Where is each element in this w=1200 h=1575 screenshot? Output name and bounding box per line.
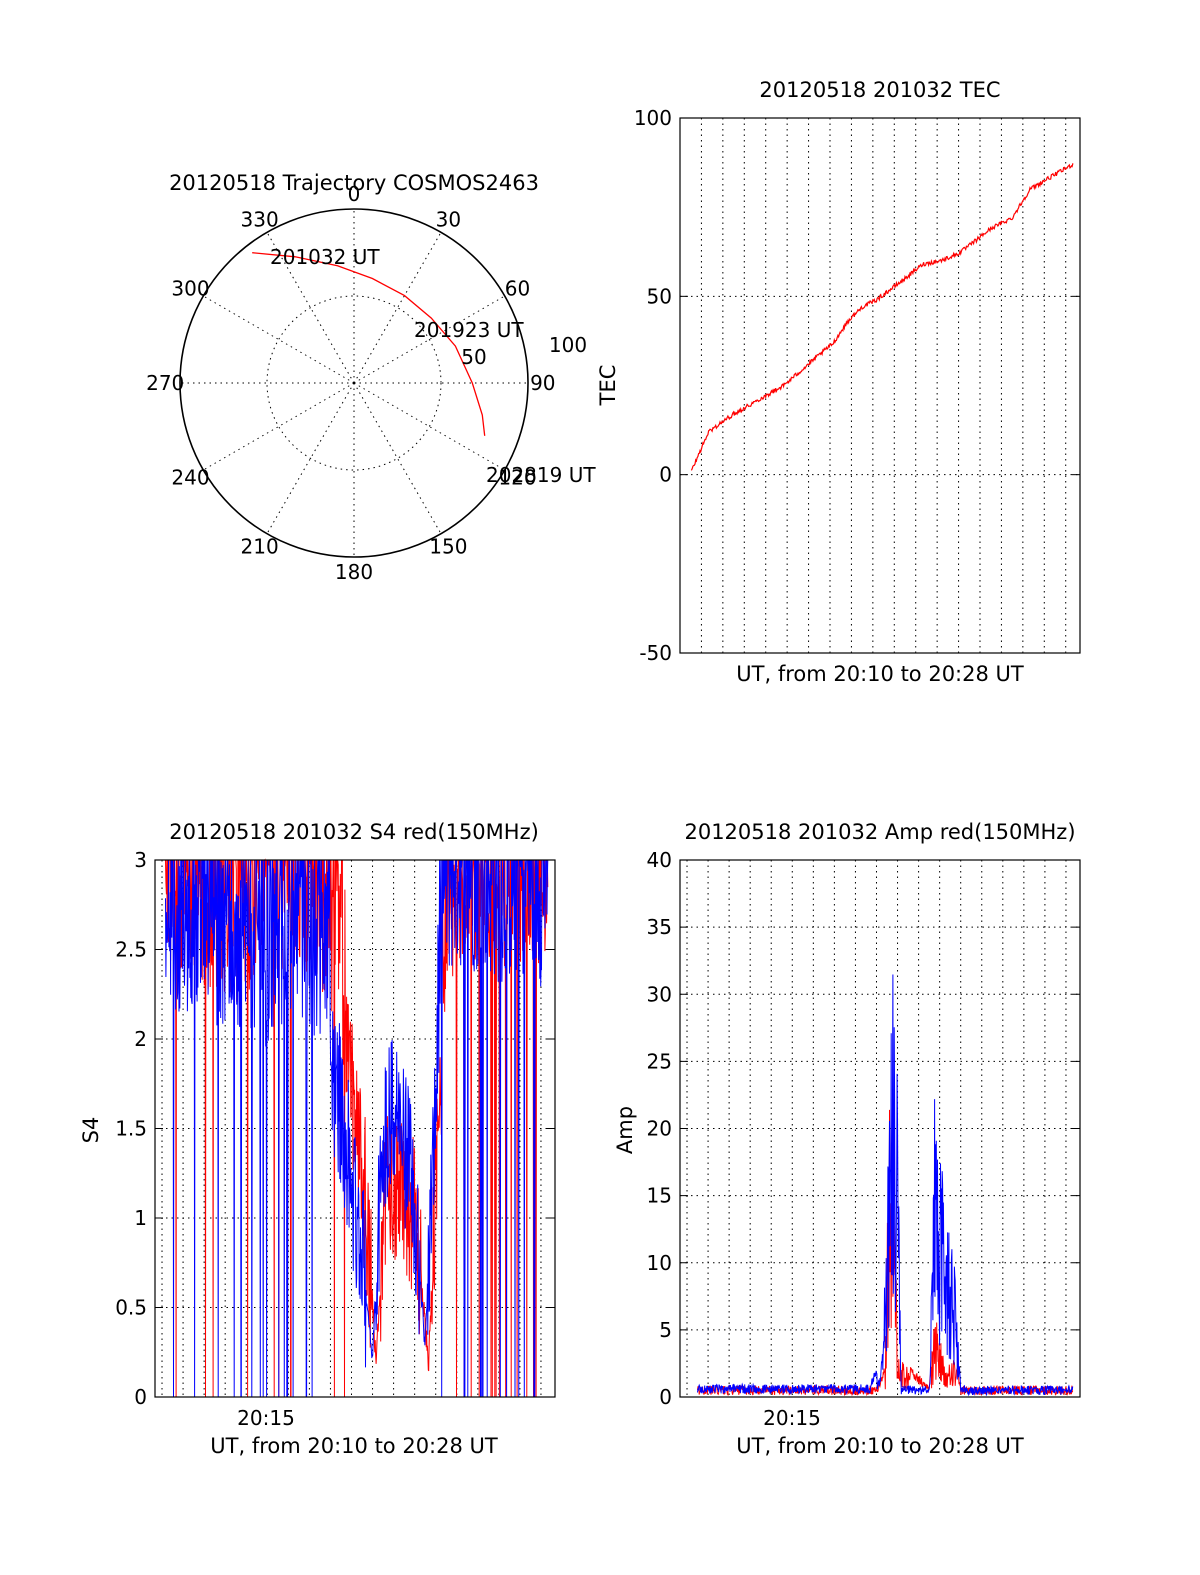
s4-chart-title: 20120518 201032 S4 red(150MHz) xyxy=(169,820,539,844)
polar-radial-label-100: 100 xyxy=(549,333,587,357)
y-tick-label: 30 xyxy=(647,982,672,1006)
y-tick-label: 25 xyxy=(647,1049,672,1073)
polar-angle-label: 0 xyxy=(348,182,361,206)
series-line xyxy=(165,859,549,1398)
polar-angle-label: 30 xyxy=(436,208,461,232)
y-tick-label: 0.5 xyxy=(115,1296,147,1320)
y-tick-label: 2.5 xyxy=(115,938,147,962)
y-tick-label: 0 xyxy=(659,1385,672,1409)
polar-spoke xyxy=(266,232,355,384)
polar-angle-label: 300 xyxy=(171,277,209,301)
polar-angle-label: 90 xyxy=(530,371,555,395)
amp-y-tick-labels: 0 5 10 15 20 25 30 35 40 xyxy=(647,848,672,1409)
polar-grid xyxy=(179,208,529,558)
polar-chart: 20120518 Trajectory COSMOS2463 0 30 60 90 12… xyxy=(146,171,596,584)
polar-spoke xyxy=(353,382,505,471)
polar-spoke xyxy=(353,382,442,534)
s4-x-tick-label: 20:15 xyxy=(237,1406,295,1430)
y-tick-label: 100 xyxy=(634,106,672,130)
s4-y-axis-label: S4 xyxy=(79,1117,103,1144)
polar-angle-label: 240 xyxy=(171,465,209,489)
polar-angle-label: 180 xyxy=(335,560,373,584)
amp-y-axis-label: Amp xyxy=(613,1106,637,1154)
y-tick-label: 10 xyxy=(647,1251,672,1275)
trajectory-line xyxy=(252,252,486,436)
trajectory-end-annotation: 202819 UT xyxy=(486,463,596,487)
tec-chart-title: 20120518 201032 TEC xyxy=(759,78,1000,102)
polar-angle-label: 120 xyxy=(498,465,536,489)
polar-spoke xyxy=(353,232,442,384)
amp-chart-title: 20120518 201032 Amp red(150MHz) xyxy=(684,820,1075,844)
s4-y-tick-labels: 0 0.5 1 1.5 2 2.5 3 xyxy=(115,848,147,1409)
tec-y-tick-labels: -50 0 50 100 xyxy=(634,106,672,665)
polar-inner-circle xyxy=(266,295,442,471)
polar-spoke xyxy=(353,295,505,384)
series-line xyxy=(690,163,1074,471)
amp-series xyxy=(697,974,1074,1397)
tec-series xyxy=(690,163,1074,471)
series-line xyxy=(697,1109,1074,1397)
polar-spoke xyxy=(266,382,355,534)
amp-x-axis-label: UT, from 20:10 to 20:28 UT xyxy=(736,1434,1024,1458)
y-tick-label: 2 xyxy=(134,1027,147,1051)
y-tick-label: 50 xyxy=(647,284,672,308)
s4-x-axis-label: UT, from 20:10 to 20:28 UT xyxy=(210,1434,498,1458)
polar-outer-circle xyxy=(179,208,529,558)
s4-plot-frame xyxy=(154,859,556,1398)
y-tick-label: 0 xyxy=(134,1385,147,1409)
tec-grid xyxy=(680,117,1080,654)
trajectory-start-annotation: 201032 UT xyxy=(270,245,380,269)
polar-angle-label: 60 xyxy=(505,277,530,301)
tec-chart: 20120518 201032 TEC -50 0 50 100 UT, from 2… xyxy=(596,78,1081,686)
polar-angle-label: 210 xyxy=(241,534,279,558)
tec-x-axis-label: UT, from 20:10 to 20:28 UT xyxy=(736,662,1024,686)
polar-angle-labels: 0 30 60 90 120 150 180 210 240 270 300 330 xyxy=(146,182,555,584)
tec-plot-frame xyxy=(679,117,1081,654)
y-tick-label: 3 xyxy=(134,848,147,872)
amp-grid xyxy=(680,859,1080,1398)
y-tick-label: 15 xyxy=(647,1184,672,1208)
tec-y-axis-label: TEC xyxy=(596,365,620,407)
y-tick-label: 35 xyxy=(647,915,672,939)
s4-series xyxy=(165,858,549,1398)
polar-angle-label: 330 xyxy=(241,208,279,232)
trajectory-mid-annotation: 201923 UT xyxy=(414,318,524,342)
y-tick-label: 1.5 xyxy=(115,1117,147,1141)
y-tick-label: 20 xyxy=(647,1117,672,1141)
amp-x-tick-label: 20:15 xyxy=(763,1406,821,1430)
polar-radial-label-50: 50 xyxy=(461,345,486,369)
y-tick-label: -50 xyxy=(639,641,672,665)
y-tick-label: 0 xyxy=(659,463,672,487)
polar-series xyxy=(252,252,486,436)
polar-spoke xyxy=(203,295,355,384)
y-tick-label: 5 xyxy=(659,1318,672,1342)
y-tick-label: 1 xyxy=(134,1206,147,1230)
y-tick-label: 40 xyxy=(647,848,672,872)
polar-angle-label: 270 xyxy=(146,371,184,395)
polar-angle-label: 150 xyxy=(429,534,467,558)
polar-chart-title: 20120518 Trajectory COSMOS2463 xyxy=(169,171,539,195)
polar-spoke xyxy=(203,382,355,471)
amp-chart: 20120518 201032 Amp red(150MHz) 0 5 10 15 20… xyxy=(613,820,1081,1458)
s4-chart: 20120518 201032 S4 red(150MHz) 0 0.5 1 1.5 2… xyxy=(79,820,556,1458)
series-line xyxy=(697,974,1074,1397)
amp-plot-frame xyxy=(679,859,1081,1398)
